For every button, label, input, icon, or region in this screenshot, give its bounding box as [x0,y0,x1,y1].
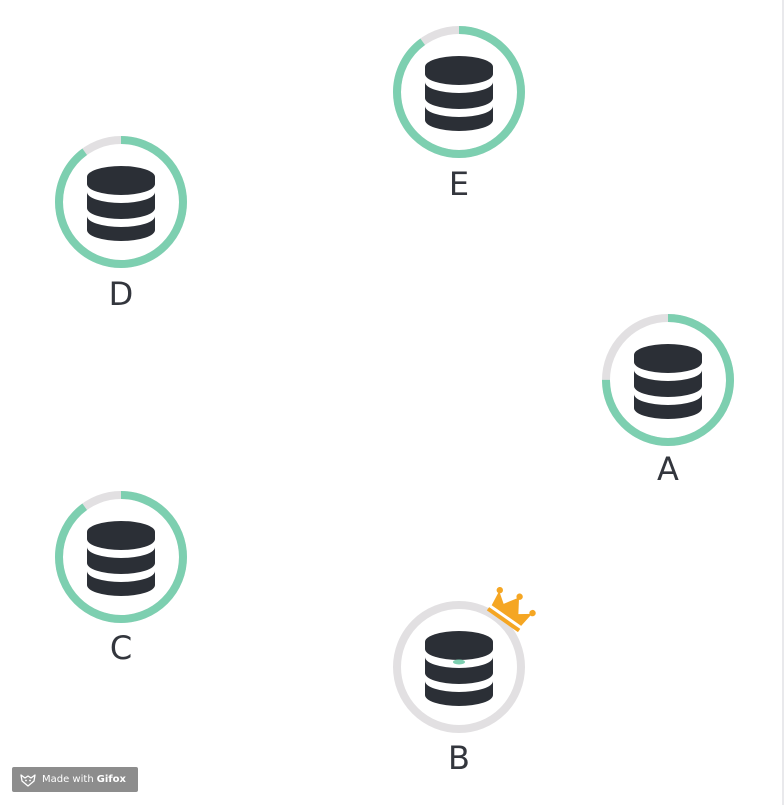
watermark-brand: Gifox [96,774,126,785]
progress-arc [393,26,525,158]
progress-track [393,601,525,733]
node-c[interactable]: C [55,491,187,667]
node-a[interactable]: A [602,314,734,488]
fox-icon [20,773,36,787]
database-icon [425,631,493,706]
node-e[interactable]: E [393,26,525,203]
database-icon [634,344,702,419]
database-icon [87,166,155,241]
progress-arc [602,314,734,446]
node-b[interactable]: B [393,581,540,777]
node-d[interactable]: D [55,136,187,313]
leader-crown-icon [486,586,536,633]
progress-arc [55,136,187,268]
progress-arc [55,491,187,623]
node-label: C [110,629,132,667]
watermark-prefix: Made with [42,774,94,785]
node-label: A [657,450,679,488]
database-icon [425,56,493,131]
database-icon [87,521,155,596]
node-label: B [448,739,470,777]
window-edge [782,0,784,805]
activity-indicator [453,659,465,665]
node-label: E [449,165,469,203]
gifox-watermark: Made with Gifox [12,767,138,792]
node-label: D [109,275,134,313]
